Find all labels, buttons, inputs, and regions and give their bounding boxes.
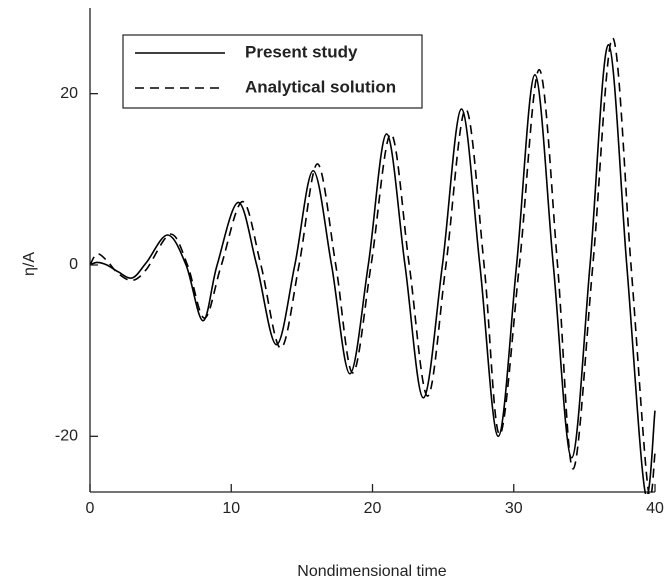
x-tick-label: 30 [505,500,523,517]
y-axis-label: η/A [21,252,38,276]
x-tick-label: 20 [364,500,382,517]
y-tick-label: 20 [60,85,78,102]
plot-area [90,37,656,494]
x-tick-label: 40 [646,500,664,517]
y-tick-label: 0 [69,256,78,273]
legend-label: Present study [245,42,358,61]
series-line [90,44,656,494]
x-axis-label: Nondimensional time [297,563,447,580]
legend-label: Analytical solution [245,77,396,96]
legend-box [122,34,423,109]
x-tick-label: 0 [86,500,95,517]
legend: Present study Analytical solution [122,34,423,109]
series-line [90,37,656,494]
y-tick-label: -20 [55,428,78,445]
x-tick-label: 10 [222,500,240,517]
